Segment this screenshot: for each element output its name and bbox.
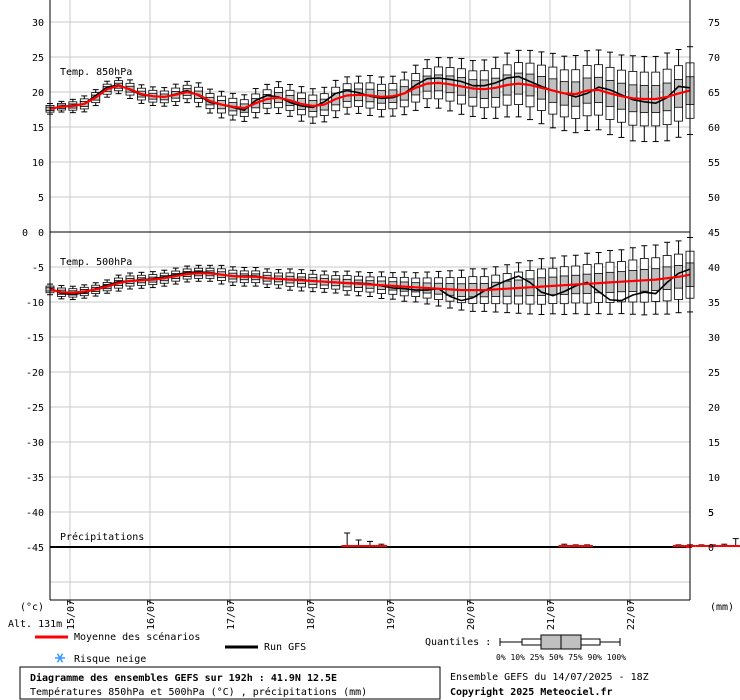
y-tick-right-500: 10 <box>708 473 720 484</box>
y-tick-right-500: 30 <box>708 333 720 344</box>
x-tick-label: 17/07 <box>226 600 237 630</box>
chart-subtitle: Températures 850hPa et 500hPa (°C) , pré… <box>30 686 367 698</box>
y-tick-left-500: -45 <box>26 543 44 554</box>
y-tick-right-500: 20 <box>708 403 720 414</box>
chart-title: Diagramme des ensembles GEFS sur 192h : … <box>30 672 337 684</box>
x-tick-label: 20/07 <box>466 600 477 630</box>
y-tick-left-850: 0 <box>38 228 44 239</box>
y-tick-right-850: 60 <box>708 123 720 134</box>
y-tick-left-500-zero: 0 <box>22 228 28 239</box>
unit-left: (°c) <box>20 602 44 613</box>
y-tick-right-500: 45 <box>708 228 720 239</box>
y-tick-right-500: 15 <box>708 438 720 449</box>
y-tick-right-850: 55 <box>708 158 720 169</box>
temp500-mean-line <box>49 272 691 295</box>
y-tick-left-500: -10 <box>26 298 44 309</box>
y-tick-left-500: -30 <box>26 438 44 449</box>
legend-gfs-label: Run GFS <box>264 642 306 653</box>
legend-mean-label: Moyenne des scénarios <box>74 631 200 643</box>
x-tick-label: 16/07 <box>146 600 157 630</box>
y-tick-right-500: 25 <box>708 368 720 379</box>
y-tick-right-500: 5 <box>708 508 714 519</box>
copyright: Copyright 2025 Meteociel.fr <box>450 686 613 698</box>
y-tick-right-850: 50 <box>708 193 720 204</box>
quantiles-label: Quantiles : <box>425 637 491 648</box>
legend-snow-label: Risque neige <box>74 654 146 665</box>
y-tick-left-850: 5 <box>38 193 44 204</box>
x-tick-label: 22/07 <box>626 600 637 630</box>
quantile-ticks: 0% 10% 25% 50% 75% 90% 100% <box>496 653 626 662</box>
y-tick-left-850: 30 <box>32 18 44 29</box>
y-tick-left-500: -25 <box>26 403 44 414</box>
y-tick-right-500: 40 <box>708 263 720 274</box>
y-tick-right-850: 65 <box>708 88 720 99</box>
y-tick-right-precip: 5 <box>708 508 714 519</box>
panel-label-precip: Précipitations <box>60 531 144 543</box>
unit-right: (mm) <box>710 602 734 613</box>
altitude-label: Alt. 131m <box>8 619 62 630</box>
x-tick-label: 15/07 <box>66 600 77 630</box>
x-tick-label: 19/07 <box>386 600 397 630</box>
y-tick-right-850: 70 <box>708 53 720 64</box>
y-tick-right-500: 35 <box>708 298 720 309</box>
ensemble-boxes <box>45 46 695 316</box>
precipitation-series <box>50 532 740 548</box>
series-lines <box>49 75 691 302</box>
x-tick-label: 21/07 <box>546 600 557 630</box>
temp850-mean-line <box>49 81 691 110</box>
quantiles-box-icon <box>499 634 621 650</box>
y-tick-right-850: 75 <box>708 18 720 29</box>
y-tick-left-850: 15 <box>32 123 44 134</box>
y-tick-right-500: 0 <box>708 543 714 554</box>
y-tick-left-850: 25 <box>32 53 44 64</box>
run-info: Ensemble GEFS du 14/07/2025 - 18Z <box>450 672 649 683</box>
y-tick-left-850: 20 <box>32 88 44 99</box>
panel-label-500: Temp. 500hPa <box>60 257 132 268</box>
y-tick-left-850: 10 <box>32 158 44 169</box>
snowflake-icon <box>55 653 65 663</box>
y-tick-left-500: -40 <box>26 508 44 519</box>
panel-label-850: Temp. 850hPa <box>60 67 132 78</box>
y-tick-left-500: -15 <box>26 333 44 344</box>
precip-end-mark <box>686 545 692 548</box>
x-tick-label: 18/07 <box>306 600 317 630</box>
y-tick-left-500: -20 <box>26 368 44 379</box>
y-tick-left-500: -5 <box>32 263 44 274</box>
axis-ticks: 302520151050757065605550-5-10-15-20-25-3… <box>22 18 720 630</box>
y-tick-left-500: -35 <box>26 473 44 484</box>
title-box <box>19 666 441 700</box>
